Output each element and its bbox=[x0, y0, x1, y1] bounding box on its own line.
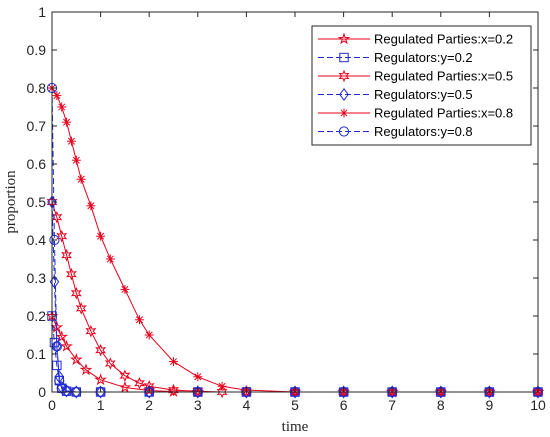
data-point bbox=[61, 385, 72, 396]
data-point bbox=[217, 381, 227, 391]
data-point bbox=[54, 370, 65, 384]
y-tick-label: 0.2 bbox=[27, 308, 47, 324]
x-tick-label: 1 bbox=[97, 397, 105, 413]
y-tick-label: 0.1 bbox=[27, 346, 47, 362]
x-tick-label: 6 bbox=[340, 397, 348, 413]
data-point bbox=[104, 357, 116, 370]
ticks-layer: 0 1 2 3 4 5 6 7 8 9 10 0 0.1 0.2 0.3 0.4 0.5 0.6 0.7 0.8 0.9… bbox=[27, 4, 546, 413]
data-point bbox=[216, 385, 228, 399]
x-tick-label: 5 bbox=[291, 397, 299, 413]
data-point bbox=[168, 383, 179, 397]
data-point bbox=[65, 267, 77, 281]
data-point bbox=[52, 91, 62, 101]
data-point bbox=[96, 231, 106, 241]
data-point bbox=[95, 343, 107, 357]
y-tick-label: 0.5 bbox=[27, 194, 47, 210]
x-tick-label: 4 bbox=[243, 397, 251, 413]
legend: Regulated Parties:x=0.2 Regulators:y=0.2 R… bbox=[311, 25, 532, 146]
data-point bbox=[120, 284, 130, 294]
data-point bbox=[193, 372, 203, 382]
data-point bbox=[290, 385, 300, 399]
data-point bbox=[70, 286, 82, 300]
x-axis-label: time bbox=[282, 419, 309, 435]
data-point bbox=[61, 248, 73, 262]
legend-marker bbox=[337, 32, 351, 45]
legend-marker bbox=[338, 69, 350, 83]
y-axis-label: proportion bbox=[3, 170, 19, 234]
data-point bbox=[119, 369, 131, 382]
legend-label: Regulators:y=0.2 bbox=[374, 50, 473, 65]
data-point bbox=[134, 376, 145, 390]
data-point bbox=[69, 353, 83, 366]
data-point bbox=[85, 324, 97, 338]
y-tick-label: 1 bbox=[38, 4, 46, 20]
data-point bbox=[144, 330, 154, 340]
y-tick-label: 0.9 bbox=[27, 42, 47, 58]
data-point bbox=[533, 385, 543, 399]
data-point bbox=[54, 375, 65, 386]
data-point bbox=[387, 385, 398, 399]
legend-label: Regulated Parties:x=0.8 bbox=[374, 106, 513, 121]
data-point bbox=[134, 315, 144, 325]
y-tick-label: 0.6 bbox=[27, 156, 47, 172]
x-tick-label: 3 bbox=[194, 397, 202, 413]
y-tick-label: 0 bbox=[38, 384, 46, 400]
data-point bbox=[75, 302, 87, 315]
x-tick-label: 7 bbox=[388, 397, 396, 413]
data-point bbox=[144, 385, 155, 399]
data-point bbox=[49, 234, 60, 246]
data-point bbox=[338, 385, 349, 399]
x-tick-label: 9 bbox=[486, 397, 494, 413]
y-tick-label: 0.8 bbox=[27, 80, 47, 96]
data-point bbox=[95, 385, 106, 399]
data-point bbox=[62, 117, 72, 127]
data-point bbox=[52, 360, 62, 371]
legend-marker bbox=[338, 126, 350, 137]
data-point bbox=[118, 380, 132, 393]
x-tick-label: 10 bbox=[530, 397, 546, 413]
data-point bbox=[79, 363, 93, 376]
data-point bbox=[60, 339, 73, 352]
legend-marker bbox=[339, 108, 349, 118]
data-point bbox=[86, 201, 96, 211]
data-point bbox=[56, 229, 68, 243]
x-tick-label: 2 bbox=[145, 397, 153, 413]
legend-box bbox=[311, 25, 532, 146]
data-point bbox=[192, 385, 203, 399]
legend-label: Regulated Parties:x=0.2 bbox=[374, 32, 513, 47]
data-point bbox=[435, 385, 446, 399]
legend-marker bbox=[339, 87, 349, 102]
y-tick-label: 0.7 bbox=[27, 118, 47, 134]
data-point bbox=[105, 254, 115, 264]
series-line bbox=[51, 315, 538, 393]
y-tick-label: 0.3 bbox=[27, 270, 47, 286]
data-point bbox=[71, 155, 81, 165]
data-point bbox=[55, 330, 69, 343]
legend-label: Regulators:y=0.5 bbox=[374, 87, 473, 102]
x-tick-label: 8 bbox=[437, 397, 445, 413]
data-point bbox=[71, 385, 82, 399]
data-point bbox=[66, 136, 76, 146]
legend-marker bbox=[339, 52, 349, 63]
legend-label: Regulated Parties:x=0.5 bbox=[374, 69, 513, 84]
x-tick-label: 0 bbox=[48, 397, 56, 413]
legend-label: Regulators:y=0.8 bbox=[374, 124, 473, 139]
data-point bbox=[57, 102, 67, 112]
data-point bbox=[56, 383, 67, 394]
data-point bbox=[169, 357, 178, 367]
y-tick-label: 0.4 bbox=[27, 232, 47, 248]
data-point bbox=[76, 174, 86, 184]
data-point bbox=[484, 385, 495, 399]
data-point bbox=[94, 373, 107, 386]
